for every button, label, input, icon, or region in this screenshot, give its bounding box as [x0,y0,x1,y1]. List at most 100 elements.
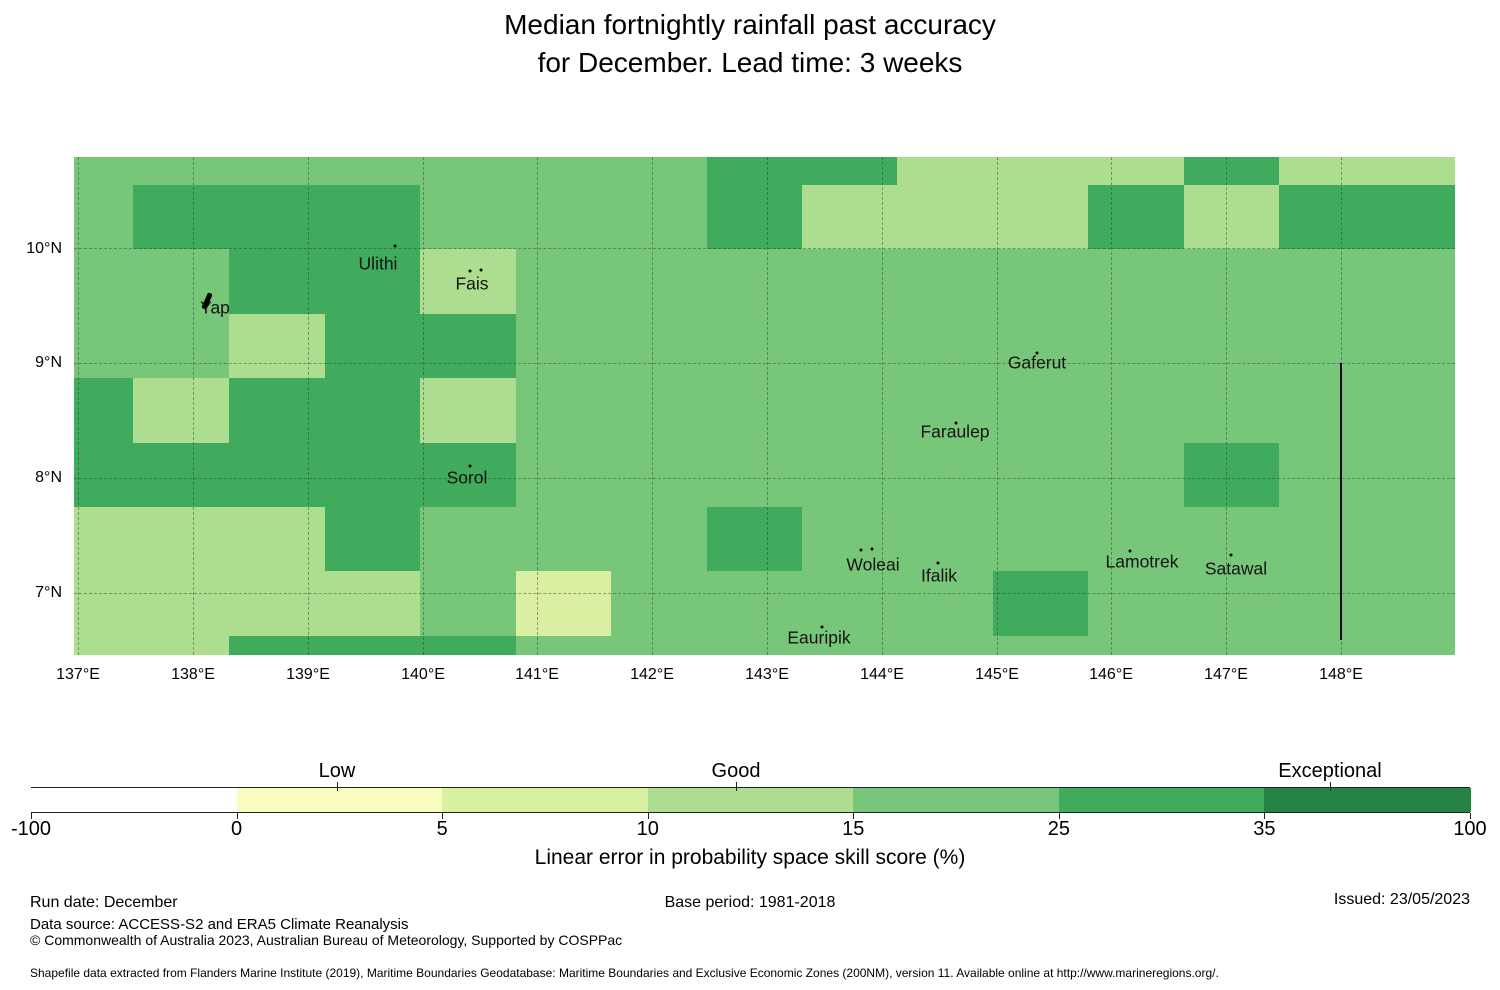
island-point-marker [820,625,824,629]
map-cell [420,185,517,250]
map-cell [420,314,517,379]
map-cell [707,157,803,186]
map-cell [229,571,326,637]
map-cell [707,314,803,379]
island-label-eauripik: Eauripik [787,627,851,648]
map-cell [611,443,708,508]
map-cell [802,571,898,637]
map-cell [1088,249,1185,315]
map-cell [229,636,326,655]
map-cell [516,314,612,379]
map-cell [229,185,326,250]
latitude-gridline [74,478,1455,479]
colorbar-tick-label: 5 [436,818,448,840]
colorbar-segment [442,788,649,812]
map-cell [1374,507,1455,572]
map-cell [325,249,421,315]
colorbar-title: Linear error in probability space skill … [534,846,966,869]
x-tick-label: 137°E [56,666,100,683]
x-tick-label: 139°E [286,666,330,683]
map-cell [74,507,134,572]
map-cell [325,185,421,250]
map-cell [420,378,517,444]
run-date-text: Run date: December [30,894,178,911]
map-cell [993,157,1089,186]
map-cell [993,185,1089,250]
map-cell [993,636,1089,655]
map-cell [325,314,421,379]
island-label-woleai: Woleai [846,554,900,575]
title-line-2: for December. Lead time: 3 weeks [537,47,963,78]
map-cell [1374,378,1455,444]
map-cell [611,636,708,655]
map-cell [1184,507,1280,572]
map-cell [611,378,708,444]
colorbar-category-label: Good [711,760,761,782]
map-cell [420,507,517,572]
colorbar-tick-label: 100 [1453,818,1487,840]
map-cell [1374,249,1455,315]
map-cell [611,249,708,315]
x-tick-label: 147°E [1204,666,1248,683]
colorbar-category-tick [337,782,338,791]
colorbar-segment [1264,788,1471,812]
colorbar-tick [1264,813,1266,819]
map-cell [993,249,1089,315]
data-source-text: Data source: ACCESS-S2 and ERA5 Climate … [30,916,409,933]
longitude-gridline [767,157,768,655]
longitude-gridline [308,157,309,655]
map-cell [1184,249,1280,315]
colorbar-tick [1058,813,1060,819]
colorbar [31,787,1471,813]
island-point-marker [393,244,397,248]
colorbar-category-tick [736,782,737,791]
map-cell [325,507,421,572]
map-cell [229,507,326,572]
map-cell [1184,185,1280,250]
map-cell [897,378,994,444]
map-cell [707,571,803,637]
x-tick-label: 140°E [401,666,445,683]
map-cell [707,378,803,444]
map-cell [516,571,612,637]
island-point-marker [479,268,483,272]
map-cell [516,249,612,315]
map-cell [897,157,994,186]
longitude-gridline [193,157,194,655]
map-cell [707,185,803,250]
x-tick-label: 148°E [1319,666,1363,683]
map-cell [1279,314,1375,379]
map-cell [325,378,421,444]
map-cell [133,378,230,444]
island-label-lamotrek: Lamotrek [1105,551,1179,572]
map-cell [1184,636,1280,655]
map-cell [1374,314,1455,379]
island-label-gaferut: Gaferut [1007,352,1067,373]
map-cell [1088,636,1185,655]
map-cell [516,157,612,186]
map-cell [897,185,994,250]
colorbar-segment [647,788,855,812]
map-cell [1374,571,1455,637]
colorbar-segment [236,788,444,812]
map-cell [1088,571,1185,637]
map-cell [993,378,1089,444]
map-cell [420,636,517,655]
colorbar-category-tick [1330,782,1331,791]
map-cell [1279,157,1375,186]
map-cell [516,185,612,250]
island-point-marker [1229,553,1233,557]
colorbar-segment [853,788,1060,812]
latitude-gridline [74,593,1455,594]
y-tick-label: 8°N [35,469,62,486]
island-label-yap: Yap [200,297,230,318]
map-cell [325,636,421,655]
map-cell [74,636,134,655]
map-cell [516,443,612,508]
map-cell [74,314,134,379]
title-line-1: Median fortnightly rainfall past accurac… [504,9,996,40]
map-cell [420,157,517,186]
base-period-text: Base period: 1981-2018 [664,894,836,911]
map-cell [74,249,134,315]
